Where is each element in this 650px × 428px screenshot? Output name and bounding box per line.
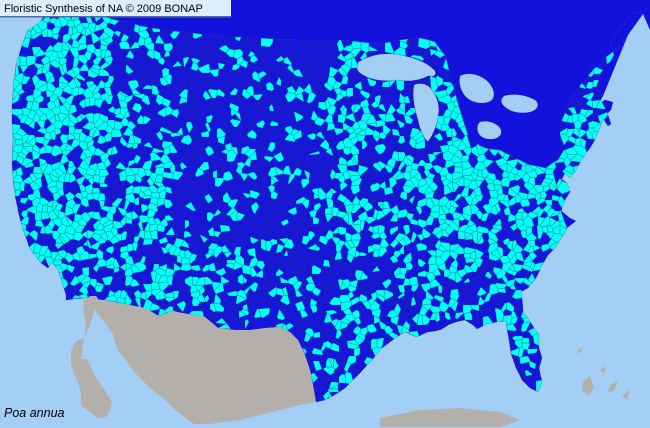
svg-text:Floristic Synthesis of NA © 20: Floristic Synthesis of NA © 2009 BONAP	[4, 3, 203, 15]
svg-text:Poa annua: Poa annua	[4, 406, 65, 420]
